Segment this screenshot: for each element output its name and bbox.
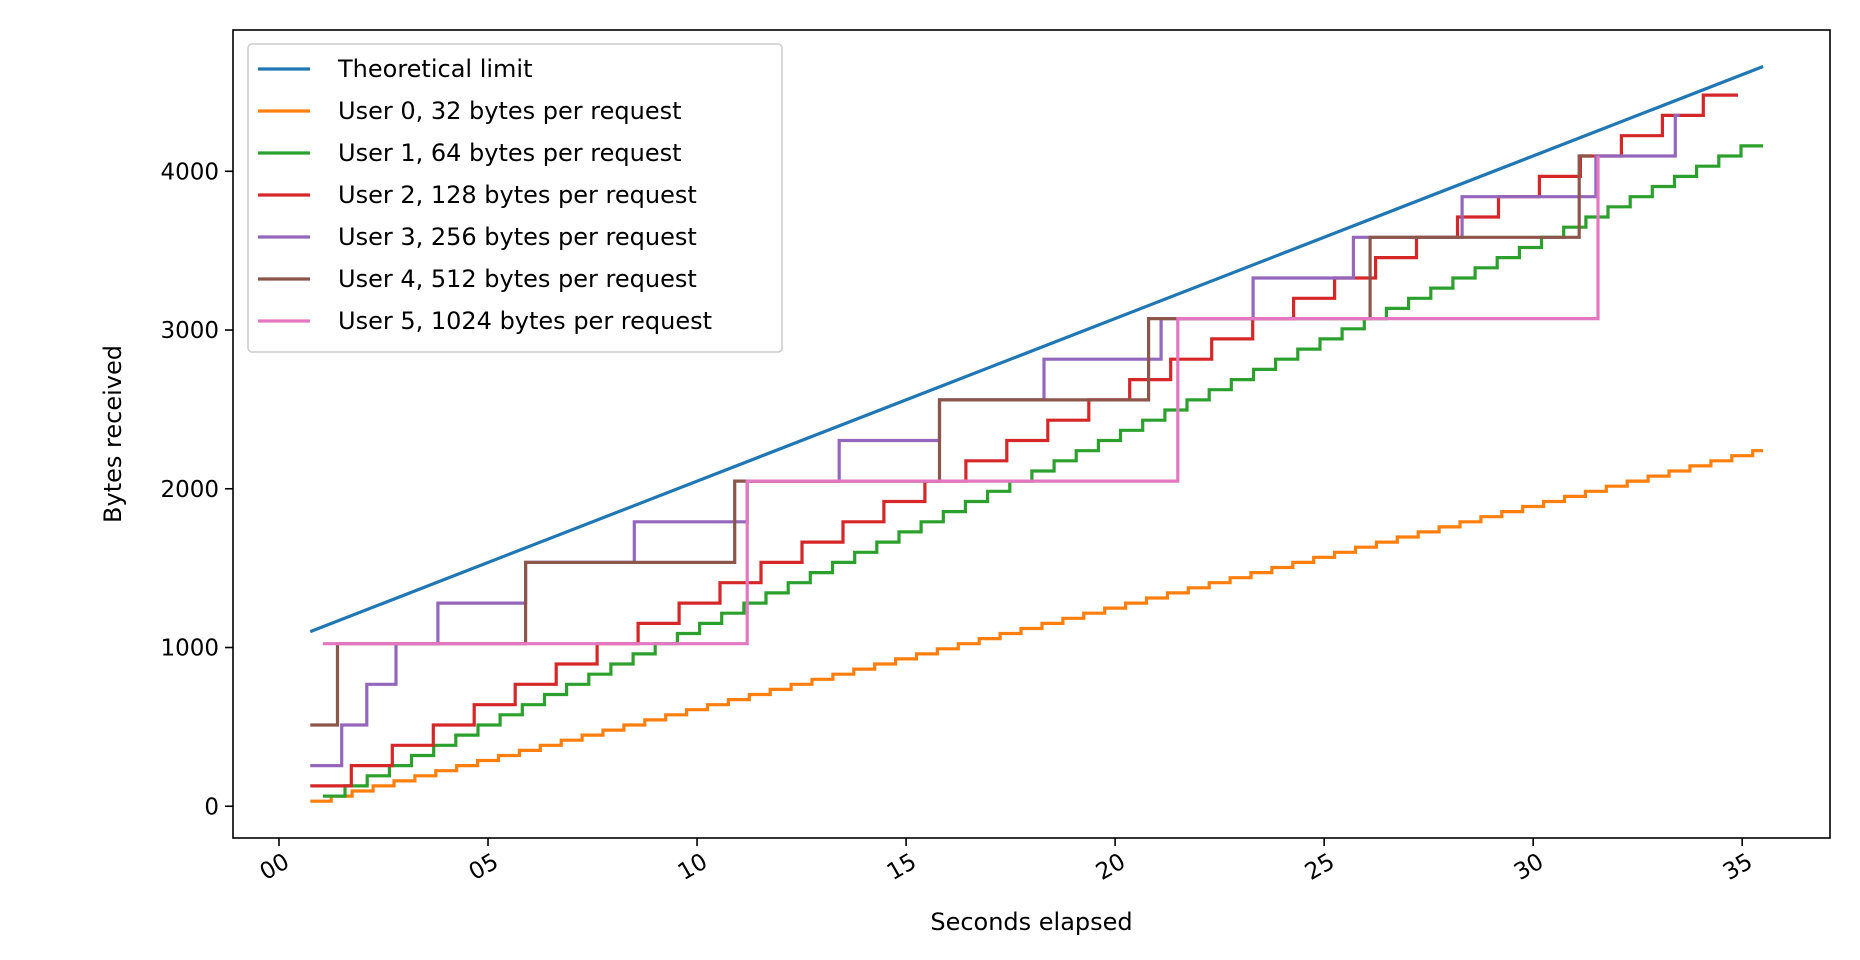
y-tick-label: 1000 [160,636,219,662]
legend-item: User 5, 1024 bytes per request [258,307,712,335]
legend-label: User 1, 64 bytes per request [338,139,682,167]
legend-label: User 3, 256 bytes per request [338,223,697,251]
x-axis-label: Seconds elapsed [930,908,1132,936]
series-line-2 [322,144,1764,798]
series-line-3 [310,93,1738,788]
y-tick-label: 2000 [160,477,219,503]
legend-item: Theoretical limit [258,55,533,83]
y-axis: 0 1000 2000 3000 4000 [160,159,233,820]
legend-item: User 0, 32 bytes per request [258,97,682,125]
legend-item: User 2, 128 bytes per request [258,181,697,209]
y-axis-label: Bytes received [99,345,127,523]
series-line-4 [310,113,1680,768]
series-layer [309,65,1764,803]
series-line-6 [322,156,1600,646]
legend-item: User 3, 256 bytes per request [258,223,697,251]
series-line-1 [310,449,1764,803]
legend-item: User 4, 512 bytes per request [258,265,697,293]
legend-label: User 4, 512 bytes per request [338,265,697,293]
legend-label: User 5, 1024 bytes per request [338,307,712,335]
series-line-0 [309,65,1764,634]
y-tick-label: 3000 [160,318,219,344]
legend-item: User 1, 64 bytes per request [258,139,682,167]
y-tick-label: 4000 [160,159,219,185]
y-tick-label: 0 [204,794,219,820]
legend-box [247,43,783,353]
legend-label: User 2, 128 bytes per request [338,181,697,209]
legend: Theoretical limit User 0, 32 bytes per re… [247,43,783,353]
plot-frame [232,29,1831,839]
legend-label: Theoretical limit [337,55,533,83]
legend-label: User 0, 32 bytes per request [338,97,682,125]
